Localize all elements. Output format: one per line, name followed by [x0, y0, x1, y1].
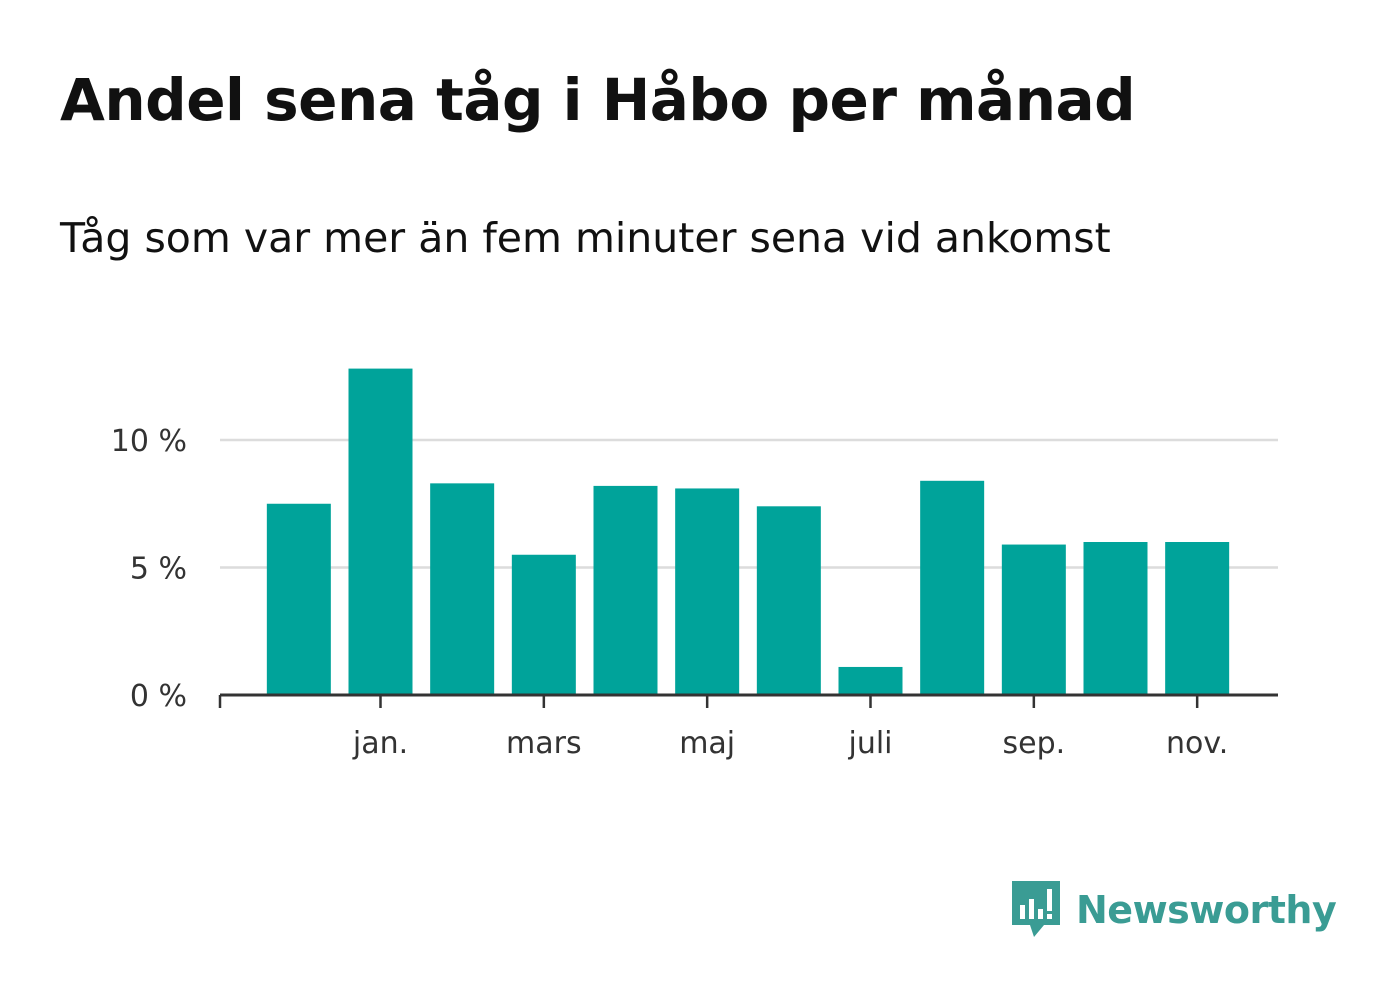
bar: [920, 480, 985, 695]
x-tick-label: jan.: [352, 726, 408, 761]
bars: [266, 368, 1230, 695]
bar: [756, 506, 821, 695]
chart-title: Andel sena tåg i Håbo per månad: [60, 66, 1136, 134]
x-tick-label: sep.: [1002, 726, 1065, 761]
x-tick-label: mars: [506, 726, 582, 761]
x-tick-labels: jan. mars maj juli sep. nov.: [352, 726, 1228, 761]
y-axis: 0 % 5 % 10 %: [111, 424, 187, 714]
bar: [511, 554, 576, 695]
y-tick-label: 0 %: [130, 679, 187, 714]
x-tick-label: juli: [847, 726, 892, 761]
y-tick-label: 5 %: [130, 552, 187, 587]
bar: [348, 368, 413, 695]
bar: [675, 488, 740, 695]
bar: [266, 503, 331, 695]
bar: [593, 485, 658, 695]
x-tick-label: maj: [679, 726, 735, 761]
bar: [1083, 542, 1148, 695]
chart-subtitle: Tåg som var mer än fem minuter sena vid …: [60, 214, 1111, 262]
y-tick-label: 10 %: [111, 424, 187, 459]
newsworthy-logo-icon: [1012, 881, 1060, 937]
bar: [1165, 542, 1230, 695]
bar: [430, 483, 495, 695]
bar: [838, 666, 903, 695]
bar: [1001, 544, 1066, 695]
x-axis: [218, 693, 1278, 708]
brand-logo: Newsworthy: [1010, 878, 1337, 942]
x-tick-label: nov.: [1166, 726, 1228, 761]
brand-name: Newsworthy: [1076, 888, 1337, 932]
